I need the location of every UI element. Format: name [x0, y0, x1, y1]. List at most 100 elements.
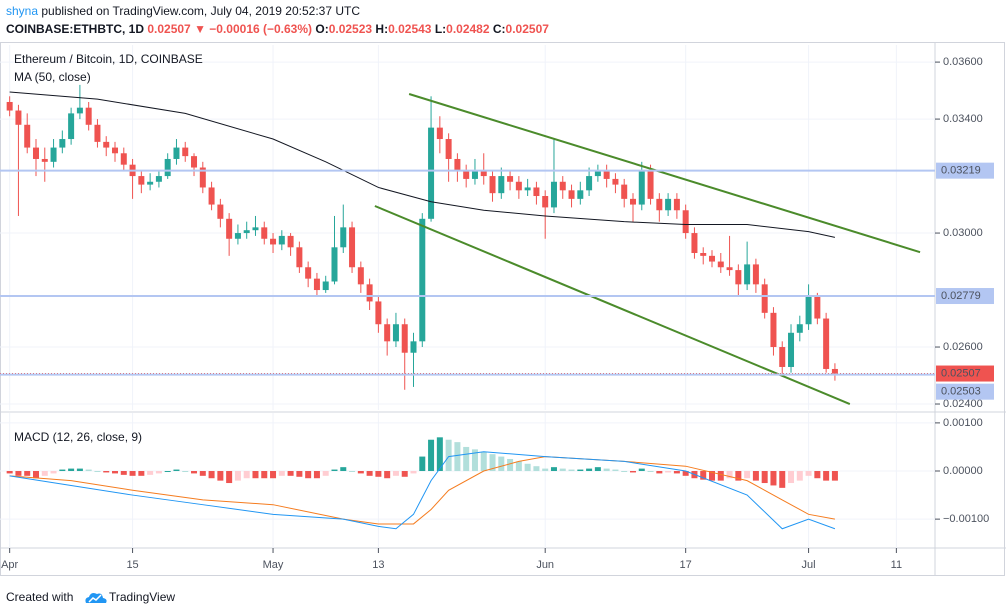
candle-body [182, 147, 189, 157]
candle-body [586, 176, 593, 191]
histogram-bar [489, 454, 496, 472]
histogram-bar [191, 471, 198, 474]
histogram-bar [735, 471, 742, 481]
histogram-bar [322, 471, 329, 476]
histogram-bar [15, 471, 22, 476]
histogram-bar [744, 471, 751, 479]
histogram-bar [700, 471, 707, 480]
histogram-bar [41, 471, 48, 476]
signal-line [9, 456, 836, 525]
candle-body [507, 176, 514, 182]
histogram-bar [507, 458, 514, 472]
histogram-bar [709, 471, 716, 481]
candle-body [50, 147, 57, 162]
histogram-bar [568, 469, 575, 472]
histogram-bar [752, 471, 759, 481]
histogram-bar [155, 471, 162, 474]
histogram-bar [331, 469, 338, 472]
o-label: O: [312, 22, 329, 36]
candle-body [349, 227, 356, 268]
macd-title: MACD (12, 26, close, 9) [14, 430, 142, 444]
candle-body [375, 301, 382, 325]
candle-body [261, 227, 268, 239]
candle-body [471, 170, 478, 179]
histogram-bar [252, 471, 259, 479]
footer-text: Created with [6, 590, 73, 604]
histogram-bar [287, 471, 294, 476]
candle-body [542, 196, 549, 208]
candle-body [68, 113, 75, 140]
candle-body [489, 176, 496, 194]
candle-body [823, 318, 830, 369]
histogram-bar [770, 471, 777, 486]
candle-body [59, 139, 66, 148]
ma-legend: MA (50, close) [14, 70, 91, 84]
histogram-bar [656, 471, 663, 474]
histogram-bar [726, 471, 733, 479]
publisher: shyna [6, 4, 38, 18]
histogram-bar [349, 471, 356, 473]
candle-body [805, 295, 812, 325]
price-label: 0.02503 [941, 386, 981, 398]
candle-body [226, 218, 233, 239]
candle-body [594, 170, 601, 177]
histogram-bar [805, 471, 812, 476]
candle-body [770, 312, 777, 348]
candle-body [112, 147, 119, 154]
candle-body [700, 253, 707, 256]
h-value: 0.02543 [388, 22, 432, 36]
histogram-bar [796, 471, 803, 481]
candle-body [629, 198, 636, 205]
frame [0, 42, 1005, 576]
candle-body [340, 227, 347, 248]
x-tick-label: 11 [891, 559, 902, 571]
candle-body [831, 368, 838, 374]
candle-body [603, 170, 610, 179]
price-title: Ethereum / Bitcoin, 1D, COINBASE [14, 52, 203, 66]
histogram-bar [401, 471, 408, 477]
candle-body [559, 181, 566, 191]
candle-body [436, 127, 443, 140]
histogram-bar [85, 469, 92, 472]
candle-body [155, 176, 162, 182]
last: 0.02507 [147, 22, 191, 36]
price-label: 0.02779 [941, 290, 981, 302]
candle-body [401, 324, 408, 353]
symbol: COINBASE:ETHBTC, 1D [6, 22, 147, 36]
price-label-box [936, 383, 994, 400]
candle-body [164, 158, 171, 177]
candle-body [752, 264, 759, 285]
histogram-bar [182, 471, 189, 473]
candle-body [612, 178, 619, 185]
o-value: 0.02523 [329, 22, 373, 36]
histogram-bar [761, 471, 768, 484]
change: −0.00016 (−0.63%) [209, 22, 312, 36]
candle-body [287, 235, 294, 248]
trend-line [374, 205, 851, 405]
x-tick-label: 17 [680, 559, 692, 571]
candle-body [735, 270, 742, 285]
histogram-bar [217, 471, 224, 481]
candle-body [85, 107, 92, 125]
x-tick-label: 13 [372, 559, 384, 571]
x-tick-label: Apr [1, 559, 18, 571]
candle-body [278, 235, 285, 245]
histogram-bar [550, 467, 557, 472]
macd-line [9, 451, 836, 530]
histogram-bar [577, 469, 584, 472]
histogram-bar [586, 468, 593, 472]
candle-body [217, 204, 224, 219]
histogram-bar [164, 471, 171, 473]
candle-body [6, 101, 13, 111]
y-tick-label: 0.02400 [943, 398, 983, 410]
candle-body [199, 167, 206, 188]
candle-body [761, 284, 768, 313]
candle-body [208, 187, 215, 205]
histogram-bar [305, 471, 312, 479]
histogram-bar [419, 456, 426, 472]
histogram-bar [533, 466, 540, 472]
footer-brand: TradingView [109, 590, 175, 604]
candle-body [15, 110, 22, 125]
histogram-bar [814, 471, 821, 479]
candle-body [454, 158, 461, 171]
